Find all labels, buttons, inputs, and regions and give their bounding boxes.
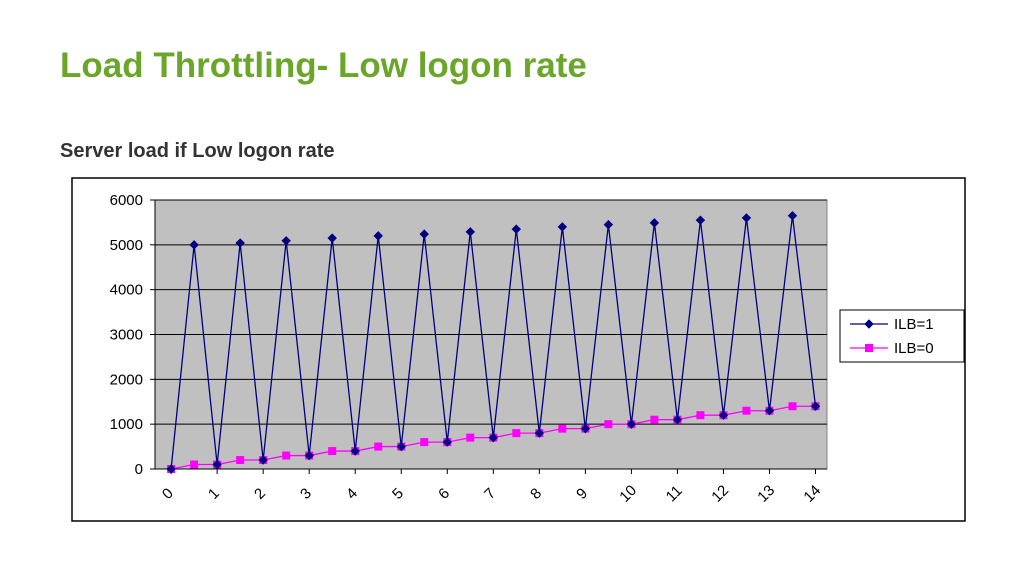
data-point xyxy=(304,450,314,461)
legend-label: ILB=0 xyxy=(894,340,934,357)
data-point xyxy=(787,210,798,221)
data-point xyxy=(189,240,199,250)
slide-title: Load Throttling- Low logon rate xyxy=(60,46,587,85)
y-tick-label: 2000 xyxy=(110,371,143,388)
data-point xyxy=(511,224,522,234)
legend-label: ILB=1 xyxy=(894,316,934,333)
slide-subtitle: Server load if Low logon rate xyxy=(60,140,335,162)
data-point xyxy=(442,437,452,447)
data-point xyxy=(396,441,406,452)
data-point xyxy=(327,233,337,243)
data-point xyxy=(328,447,337,456)
data-point xyxy=(650,415,659,424)
y-tick-label: 6000 xyxy=(110,192,143,209)
data-point xyxy=(236,456,245,465)
data-point xyxy=(534,428,545,438)
data-point xyxy=(258,455,268,465)
data-point xyxy=(741,213,752,223)
y-tick-label: 1000 xyxy=(110,416,143,433)
series-ilb-1 xyxy=(166,210,821,474)
data-point xyxy=(235,238,245,248)
data-point xyxy=(282,451,291,460)
data-point xyxy=(281,236,291,246)
data-point xyxy=(465,227,475,237)
series-group xyxy=(166,210,821,474)
data-point xyxy=(695,215,706,225)
data-point xyxy=(626,419,637,429)
data-point xyxy=(604,420,613,429)
data-point xyxy=(718,410,729,420)
data-point xyxy=(580,423,591,434)
legend-box xyxy=(839,309,965,363)
data-point xyxy=(764,406,775,416)
data-point xyxy=(190,460,199,469)
data-point xyxy=(649,218,660,228)
legend: ILB=1 ILB=0 xyxy=(839,309,965,363)
data-point xyxy=(512,429,521,438)
data-point xyxy=(350,446,360,456)
data-point xyxy=(374,442,383,451)
data-point xyxy=(696,411,705,420)
data-point xyxy=(672,414,683,425)
data-point xyxy=(466,433,475,442)
data-point xyxy=(788,402,797,411)
legend-swatch-marker xyxy=(865,344,873,352)
data-point xyxy=(810,401,821,411)
legend-entry-ilb-1: ILB=1 xyxy=(850,316,934,333)
data-point xyxy=(166,464,176,474)
y-tick-label: 5000 xyxy=(110,237,143,254)
y-tick-label: 4000 xyxy=(110,282,143,299)
data-point xyxy=(373,231,383,241)
data-point xyxy=(419,229,429,239)
data-point xyxy=(558,424,567,433)
data-point xyxy=(603,219,614,230)
data-point xyxy=(557,222,568,232)
y-tick-label: 3000 xyxy=(110,327,143,344)
y-tick-label: 0 xyxy=(135,461,143,478)
data-point xyxy=(742,406,751,415)
legend-entry-ilb-0: ILB=0 xyxy=(850,340,934,357)
data-point xyxy=(420,438,429,447)
legend-swatch-marker xyxy=(864,319,874,329)
data-point xyxy=(212,459,222,470)
data-point xyxy=(488,432,499,443)
